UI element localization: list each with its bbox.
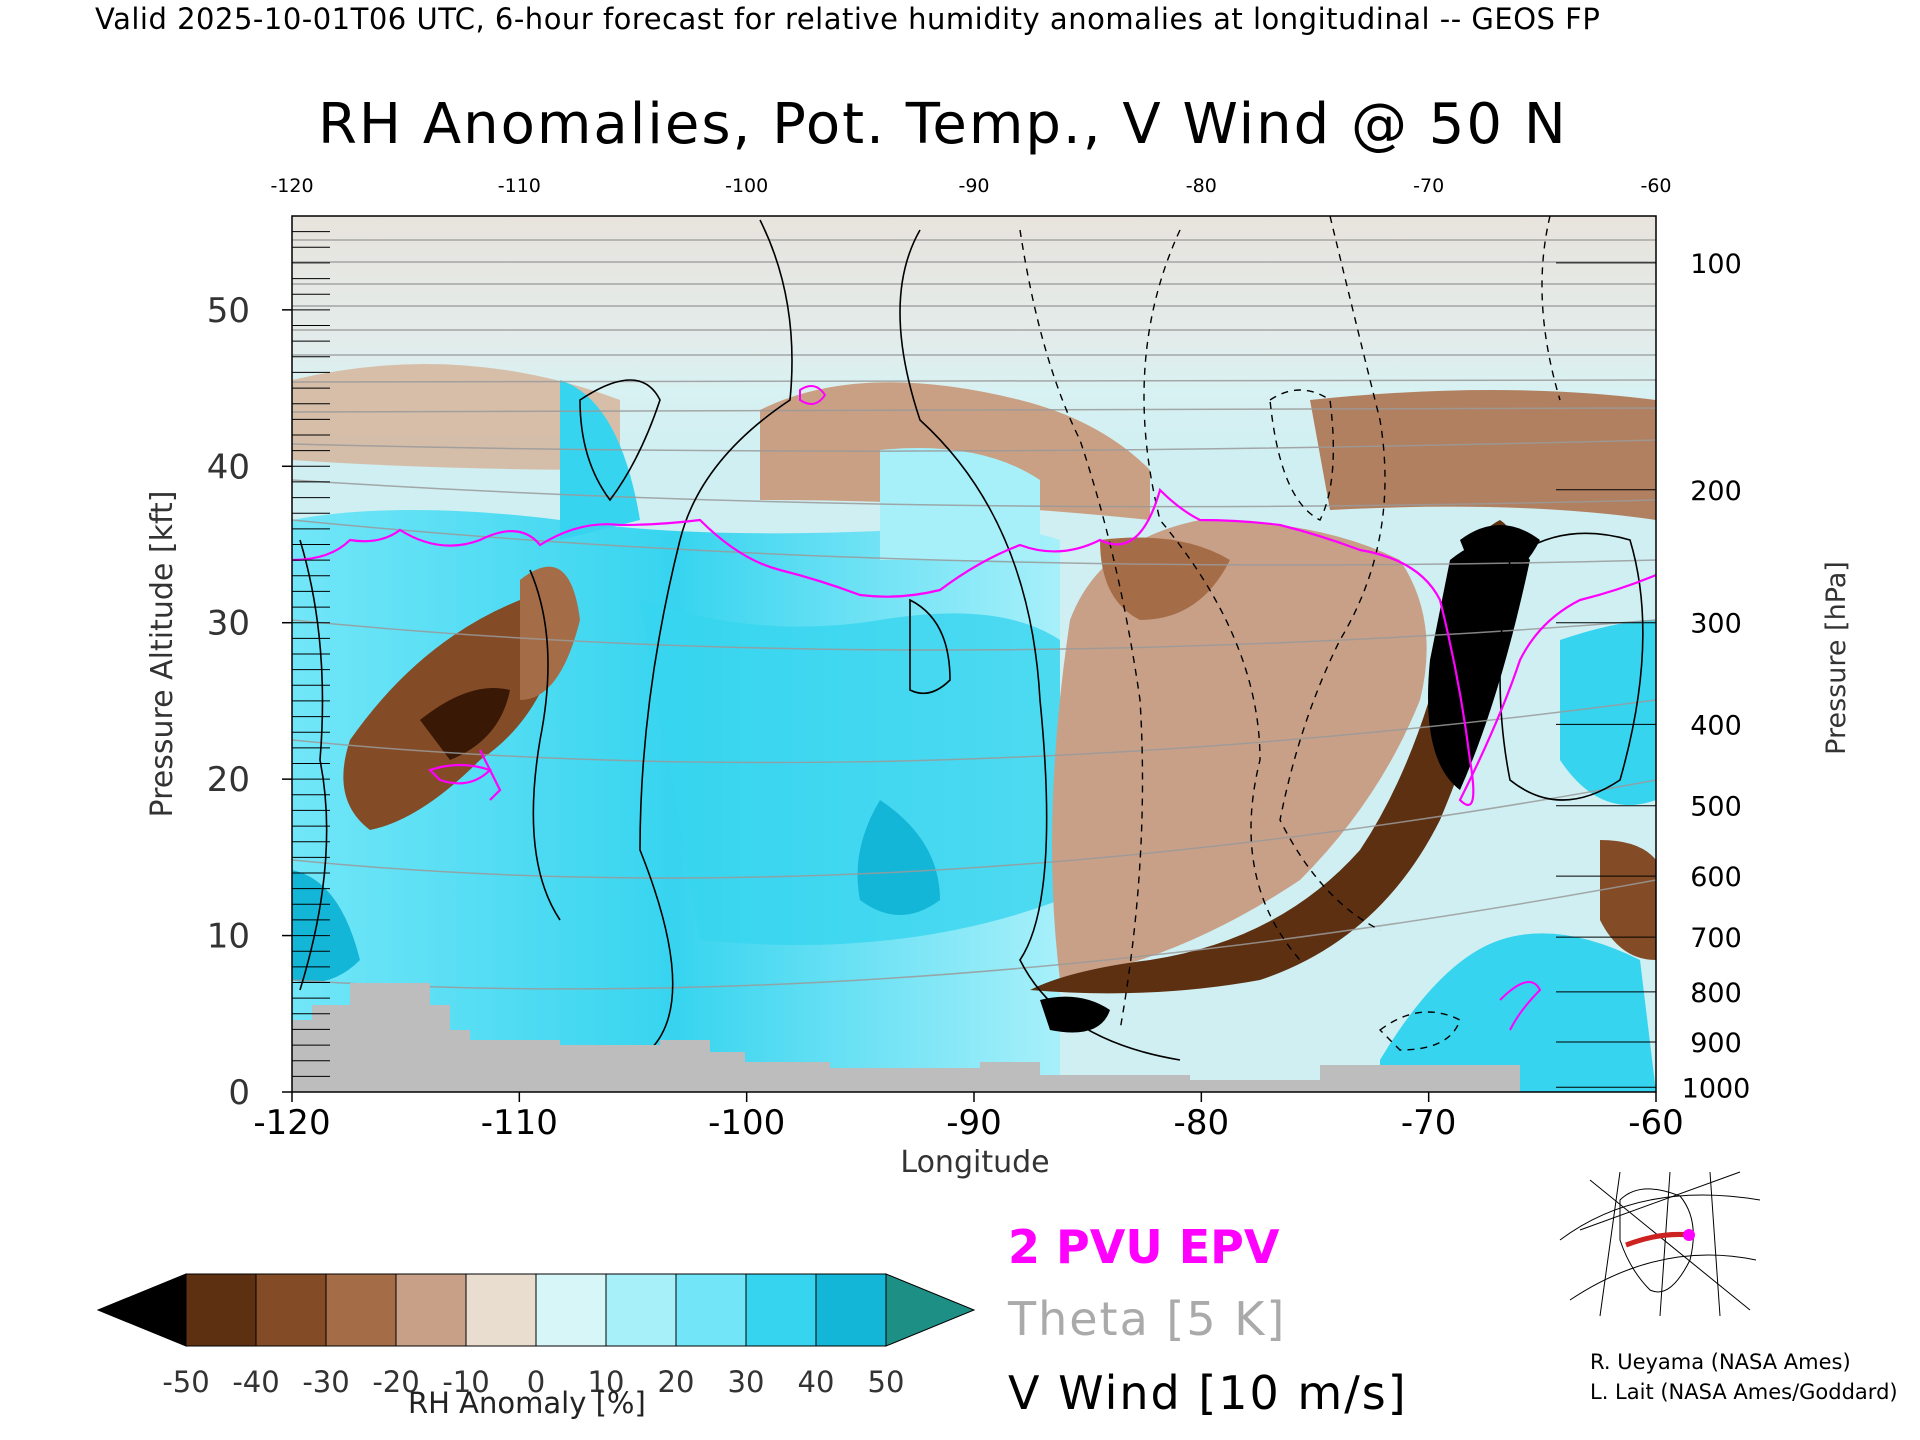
top-x-tick-label: -70 [1413,175,1444,197]
top-x-tick-label: -100 [725,175,768,197]
pressure-tick-label: 200 [1690,476,1742,507]
top-x-tick-label: -120 [270,175,313,197]
credit-author-2: L. Lait (NASA Ames/Goddard) [1590,1380,1898,1404]
y-tick-label: 20 [207,760,250,800]
x-tick-label: -90 [946,1103,1002,1143]
colorbar-tick-label: 30 [728,1365,765,1399]
y-tick-label: 40 [207,447,250,487]
legend-vwind: V Wind [10 m/s] [1008,1366,1408,1420]
pressure-tick-label: 600 [1690,862,1742,893]
y-axis-label: Pressure Altitude [kft] [145,491,180,818]
colorbar-over-arrow [885,1273,976,1347]
legend-theta: Theta [5 K] [1008,1292,1287,1346]
y-tick-label: 50 [207,291,250,331]
colorbar-label: RH Anomaly [%] [408,1386,646,1420]
colorbar-bin [815,1273,887,1347]
y2-axis-label: Pressure [hPa] [1821,561,1852,755]
pressure-tick-label: 700 [1690,923,1742,954]
header-text: Valid 2025-10-01T06 UTC, 6-hour forecast… [95,2,1601,36]
colorbar-tick-label: 40 [798,1365,835,1399]
top-x-tick-label: -90 [958,175,989,197]
colorbar-bin [185,1273,257,1347]
x-tick-label: -100 [708,1103,785,1143]
colorbar-bin [535,1273,607,1347]
credit-author-1: R. Ueyama (NASA Ames) [1590,1350,1851,1374]
colorbar-bin [325,1273,397,1347]
top-x-tick-label: -60 [1640,175,1671,197]
pressure-tick-label: 100 [1690,249,1742,280]
pressure-tick-label: 800 [1690,978,1742,1009]
epv-contour [292,487,1656,807]
x-tick-label: -80 [1174,1103,1230,1143]
colorbar-under-arrow [96,1273,187,1347]
x-axis-label: Longitude [900,1145,1049,1180]
colorbar-bin [395,1273,467,1347]
y-tick-label: 0 [228,1073,250,1113]
colorbar-bin [675,1273,747,1347]
chart-title: RH Anomalies, Pot. Temp., V Wind @ 50 N [318,92,1568,157]
colorbar-tick-label: -40 [232,1365,279,1399]
y-tick-label: 10 [207,917,250,957]
locator-map [1559,1166,1761,1317]
colorbar-tick-label: 10 [588,1365,625,1399]
x-tick-label: -60 [1628,1103,1684,1143]
colorbar-bin [745,1273,817,1347]
colorbar-tick-label: -20 [372,1365,419,1399]
colorbar: -50 -40 -30 -20 -10 0 10 20 30 40 50 [96,1273,976,1399]
x-tick-label: -110 [481,1103,558,1143]
colorbar-bin [255,1273,327,1347]
legend-epv: 2 PVU EPV [1008,1220,1280,1274]
heatmap-field [292,216,1656,1092]
y-tick-label: 30 [207,604,250,644]
pressure-tick-label: 400 [1690,710,1742,741]
colorbar-tick-label: 0 [527,1365,545,1399]
colorbar-tick-label: 20 [658,1365,695,1399]
x-tick-label: -120 [253,1103,330,1143]
colorbar-bin [465,1273,537,1347]
x-tick-label: -70 [1401,1103,1457,1143]
top-x-tick-label: -110 [498,175,541,197]
colorbar-tick-label: -50 [162,1365,209,1399]
top-x-tick-label: -80 [1186,175,1217,197]
colorbar-bin [605,1273,677,1347]
colorbar-tick-label: 50 [868,1365,905,1399]
pressure-tick-label: 500 [1690,792,1742,823]
terrain [292,983,1520,1092]
pressure-tick-label: 1000 [1682,1073,1751,1104]
pressure-tick-label: 900 [1690,1028,1742,1059]
axes-group: -120 -110 -100 -90 -80 -70 -60 -120 -110 -100 -90 -… [145,175,1852,1180]
colorbar-tick-label: -10 [442,1365,489,1399]
colorbar-tick-label: -30 [302,1365,349,1399]
pressure-tick-label: 300 [1690,609,1742,640]
